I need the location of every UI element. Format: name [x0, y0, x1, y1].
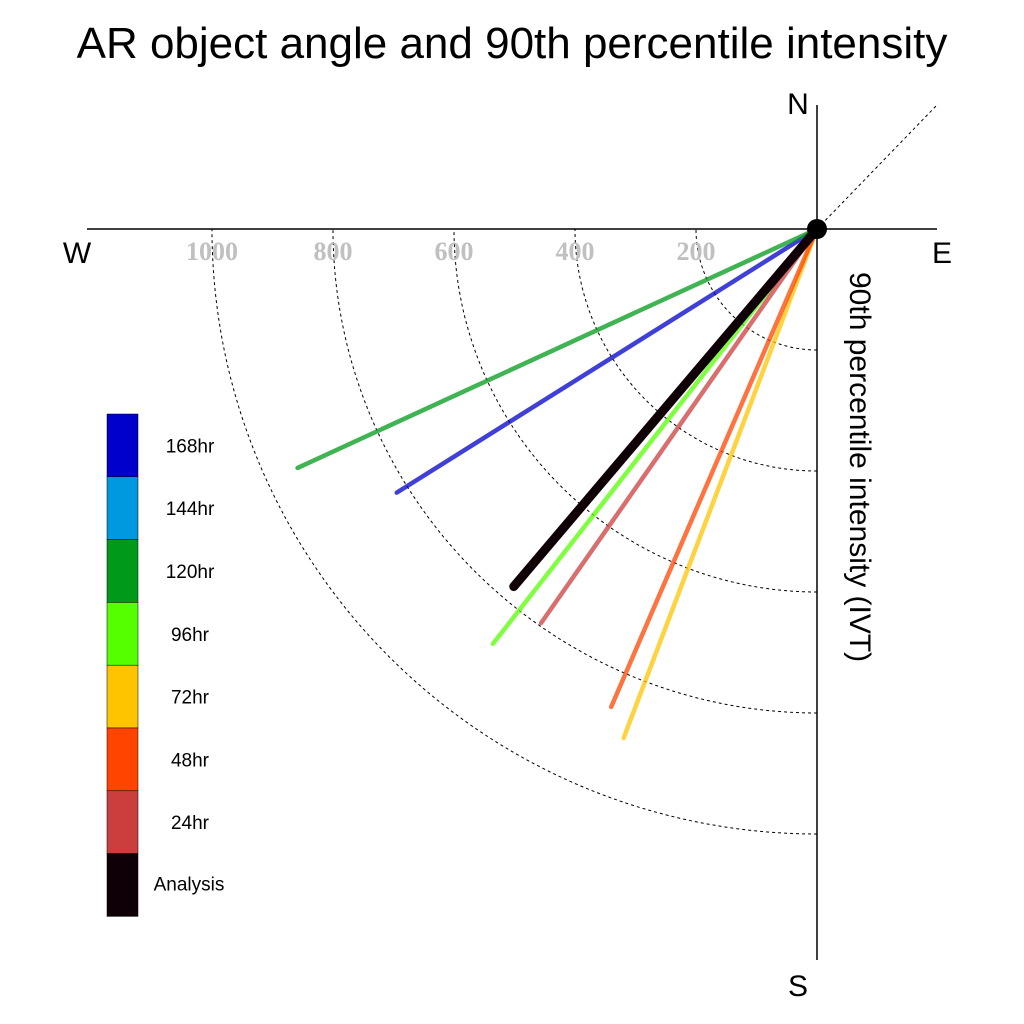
grid-arc — [332, 228, 818, 714]
grid — [211, 228, 818, 835]
legend-label: 48hr — [171, 750, 210, 771]
series-line — [394, 226, 820, 495]
radial-tick-labels: 200 400 600 800 1000 — [186, 237, 716, 266]
diagonal-guide — [816, 104, 938, 230]
legend-swatch — [106, 664, 139, 729]
legend-swatch — [106, 853, 139, 917]
tick-label: 200 — [677, 237, 716, 266]
legend-swatch — [106, 602, 139, 666]
chart-title: AR object angle and 90th percentile inte… — [77, 19, 948, 68]
legend-swatch — [106, 727, 139, 792]
legend-label: 96hr — [171, 625, 210, 646]
grid-arc — [695, 228, 818, 351]
compass-east: E — [932, 237, 952, 270]
legend-label: 144hr — [166, 499, 215, 520]
legend-swatch — [106, 790, 139, 854]
series-line — [621, 226, 820, 741]
series-line — [608, 226, 820, 710]
series-line — [538, 226, 820, 626]
tick-label: 400 — [556, 237, 595, 266]
compass-south: S — [788, 970, 808, 1003]
legend-label: Analysis — [154, 875, 225, 896]
legend-swatch — [106, 413, 139, 478]
grid-arc — [574, 228, 818, 472]
compass-west: W — [63, 237, 92, 270]
legend-label: 120hr — [166, 562, 215, 583]
y-axis-label: 90th percentile intensity (IVT) — [843, 272, 876, 662]
legend-label: 168hr — [166, 436, 215, 457]
legend: 168hr 144hr 120hr 96hr 72hr 48hr 24hr Analysis — [106, 413, 225, 917]
origin-dot — [807, 219, 827, 239]
tick-label: 800 — [314, 237, 353, 266]
series-lines — [295, 224, 822, 741]
axes — [87, 104, 938, 960]
tick-label: 1000 — [186, 237, 238, 266]
tick-label: 600 — [435, 237, 474, 266]
series-line — [295, 226, 820, 471]
grid-arc — [453, 228, 818, 593]
legend-swatch — [106, 539, 139, 603]
compass-north: N — [787, 88, 809, 121]
series-line — [509, 224, 822, 592]
legend-label: 72hr — [171, 688, 210, 709]
legend-swatch — [106, 476, 139, 540]
grid-arc — [211, 228, 818, 835]
legend-label: 24hr — [171, 813, 210, 834]
